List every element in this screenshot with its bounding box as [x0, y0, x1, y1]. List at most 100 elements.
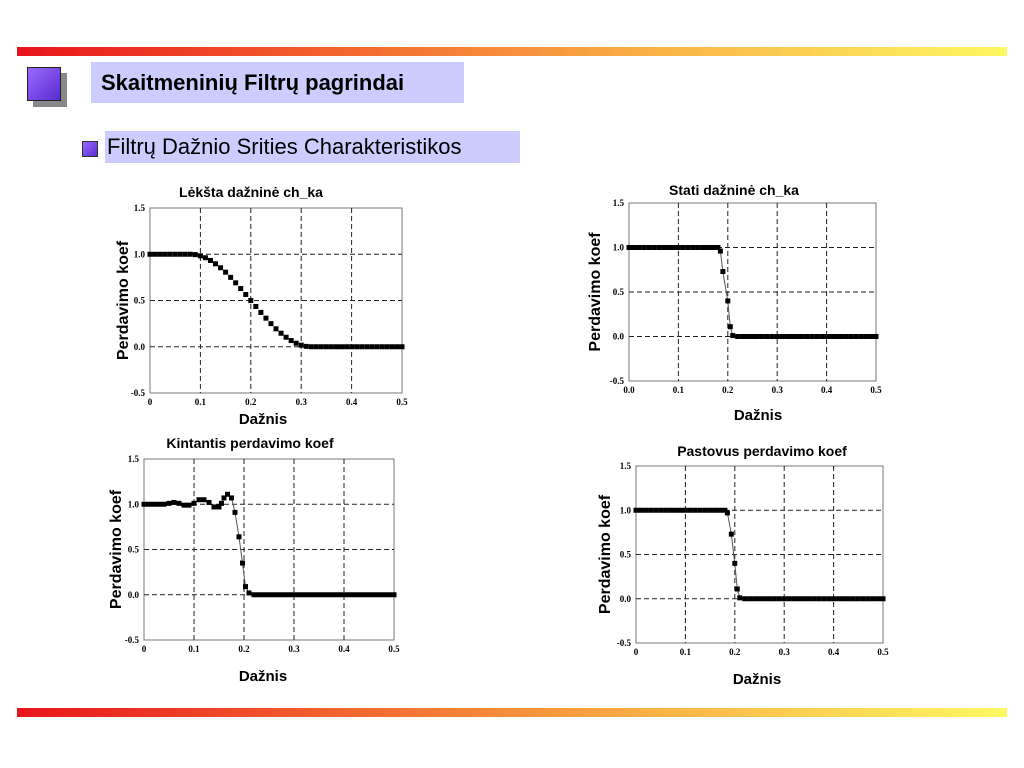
data-point — [219, 500, 224, 506]
bullet-square-icon — [82, 141, 98, 157]
data-point — [141, 501, 147, 507]
data-point — [243, 584, 248, 590]
data-point — [631, 245, 637, 250]
data-point — [172, 251, 178, 257]
data-point — [752, 596, 758, 602]
data-point — [791, 596, 797, 602]
data-point — [816, 596, 822, 602]
data-point — [759, 334, 765, 339]
data-point — [349, 344, 355, 350]
data-point — [202, 255, 208, 261]
data-point — [207, 257, 213, 263]
bottom-gradient-bar — [17, 708, 1007, 717]
data-point — [291, 592, 297, 598]
data-point — [246, 590, 252, 596]
y-tick-label: 0.5 — [613, 287, 625, 297]
data-point — [838, 334, 844, 339]
data-point — [386, 592, 392, 598]
data-point — [376, 592, 382, 598]
data-point — [213, 261, 219, 267]
y-tick-label: 0.5 — [128, 545, 140, 555]
x-tick-label: 0.3 — [772, 385, 784, 395]
data-point — [766, 596, 772, 602]
data-point — [316, 592, 322, 598]
data-point — [391, 592, 397, 598]
data-point — [724, 510, 730, 516]
y-axis-label: Perdavimo koef — [115, 240, 132, 360]
data-point — [286, 592, 292, 598]
data-point — [720, 269, 726, 275]
data-point — [786, 596, 792, 602]
data-point — [668, 507, 674, 513]
data-point — [658, 507, 664, 513]
data-point — [283, 334, 289, 340]
y-tick-label: -0.5 — [131, 388, 146, 398]
data-point — [868, 334, 874, 339]
data-point — [221, 495, 227, 501]
data-point — [860, 596, 866, 602]
data-point — [850, 596, 856, 602]
data-point — [771, 596, 777, 602]
data-point — [779, 334, 785, 339]
data-point — [263, 315, 269, 321]
data-point — [643, 507, 649, 513]
data-point — [223, 269, 229, 275]
data-point — [626, 245, 632, 250]
data-point — [354, 344, 360, 350]
data-point — [181, 502, 187, 508]
data-point — [240, 560, 245, 566]
data-point — [687, 507, 693, 513]
data-point — [811, 596, 817, 602]
data-point — [836, 596, 842, 602]
data-point — [371, 592, 377, 598]
data-point — [725, 298, 731, 304]
y-tick-label: 1.0 — [134, 249, 146, 259]
data-point — [715, 245, 721, 250]
data-point — [769, 334, 775, 339]
data-point — [653, 507, 659, 513]
data-point — [306, 592, 312, 598]
slide-title-box: Skaitmeninių Filtrų pagrindai — [91, 62, 464, 103]
data-point — [666, 245, 672, 250]
data-point — [646, 245, 652, 250]
data-point — [863, 334, 869, 339]
data-point — [333, 344, 339, 350]
data-point — [276, 592, 282, 598]
data-point — [218, 265, 224, 271]
data-point — [251, 592, 257, 598]
data-point — [147, 251, 153, 257]
data-point — [258, 309, 264, 315]
y-tick-label: 0.0 — [134, 342, 146, 352]
data-point — [296, 592, 302, 598]
data-point — [196, 497, 202, 503]
data-point — [742, 596, 748, 602]
data-point — [754, 334, 760, 339]
data-point — [197, 253, 203, 259]
data-point — [359, 344, 365, 350]
data-point — [225, 491, 230, 497]
data-point — [182, 251, 188, 257]
data-point — [211, 504, 217, 510]
data-point — [636, 245, 642, 250]
data-point — [774, 334, 780, 339]
data-point — [809, 334, 815, 339]
data-point — [328, 344, 334, 350]
plot-frame — [149, 207, 403, 394]
data-point — [737, 595, 743, 601]
chart-1: 0 0.1 0.2 0.3 0.4 0.5 -0.5 0.0 0.5 1.0 1.5 Lėkšta d… — [115, 184, 408, 428]
y-tick-label: 1.0 — [613, 243, 625, 253]
data-point — [321, 592, 327, 598]
y-tick-label: 1.5 — [134, 203, 146, 213]
data-point — [166, 500, 172, 506]
data-point — [206, 499, 212, 505]
data-point — [298, 342, 304, 348]
data-point — [853, 334, 859, 339]
data-point — [394, 344, 400, 350]
data-point — [161, 501, 167, 507]
data-point — [638, 507, 644, 513]
data-point — [318, 344, 324, 350]
data-point — [831, 596, 837, 602]
data-point — [789, 334, 795, 339]
data-point — [670, 245, 676, 250]
data-point — [384, 344, 390, 350]
